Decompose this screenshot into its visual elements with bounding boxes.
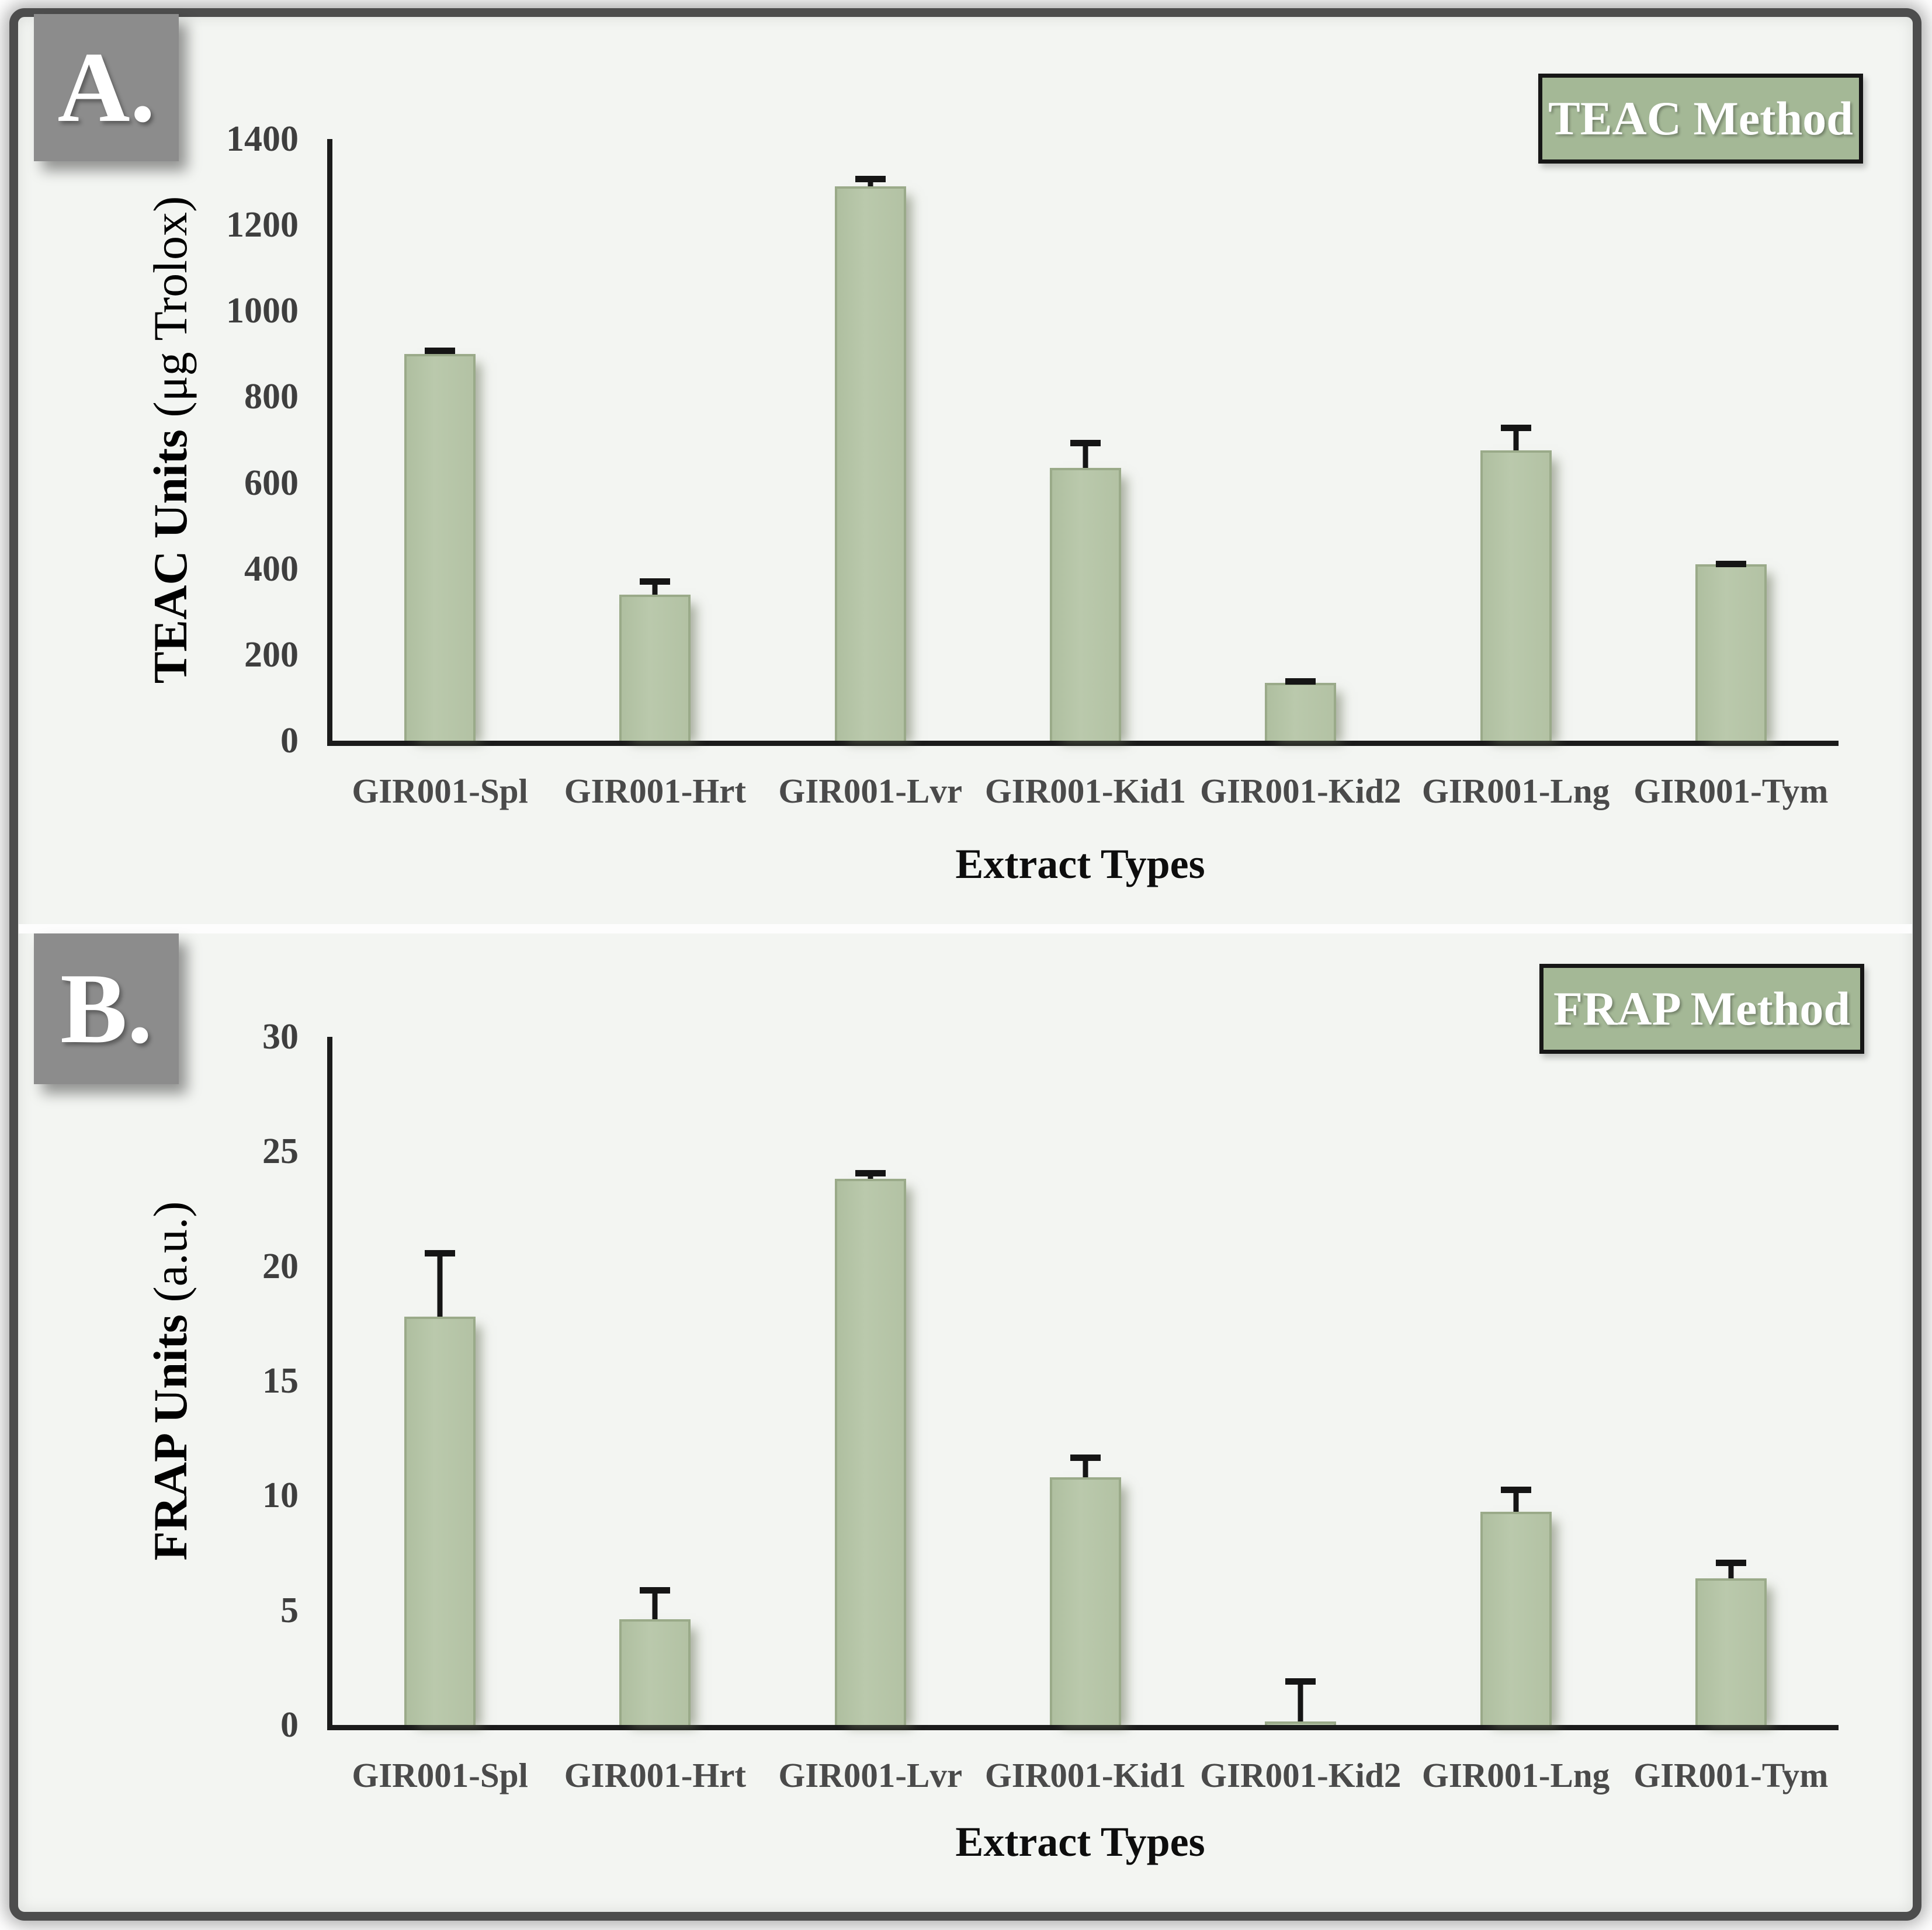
y-axis-tick-label: 30	[262, 1017, 299, 1057]
error-bar	[640, 1587, 671, 1619]
teac-method-badge-text: TEAC Method	[1548, 92, 1853, 145]
bar-GIR001-Spl	[404, 353, 476, 741]
error-bar	[1070, 440, 1101, 468]
error-bar	[1070, 1454, 1101, 1477]
bar-GIR001-Kid1	[1049, 467, 1121, 741]
bar-GIR001-Hrt	[619, 594, 691, 741]
panel-a-y-axis-title: TEAC Units (μg Trolox)	[143, 196, 198, 684]
bar-slot: GIR001-Lvr	[763, 1037, 978, 1794]
x-axis-category-label: GIR001-Tym	[1633, 772, 1829, 810]
error-bar	[1715, 561, 1746, 568]
bar-slot: GIR001-Lng	[1408, 139, 1623, 810]
error-bar	[1500, 1486, 1531, 1512]
panel-a-y-axis-title-unit: (μg Trolox)	[144, 196, 197, 418]
y-axis-tick-label: 600	[244, 463, 299, 503]
error-bar	[1285, 1678, 1316, 1722]
panel-divider	[19, 924, 1912, 933]
error-bar	[1285, 678, 1316, 685]
bar-GIR001-Tym	[1695, 564, 1767, 741]
error-bar	[855, 175, 886, 186]
teac-bar-chart: 0 200 400 600 800 1000 1200 1400 GIR001-Spl GIR00…	[226, 121, 1839, 810]
y-axis-tick-label: 1000	[226, 291, 299, 331]
bar-slot: GIR001-Lng	[1408, 1037, 1623, 1794]
bar-GIR001-Hrt	[619, 1619, 691, 1725]
bar-slot: GIR001-Lvr	[763, 139, 978, 810]
panel-b-y-axis-title-unit: (a.u.)	[144, 1201, 197, 1303]
x-axis-category-label: GIR001-Kid1	[984, 1756, 1187, 1794]
x-axis-category-label: GIR001-Lng	[1421, 1756, 1610, 1794]
panel-b-y-axis-title: FRAP Units (a.u.)	[143, 1202, 198, 1561]
error-bar	[425, 1250, 456, 1317]
frap-bar-chart: 0 5 10 15 20 25 30 GIR001-Spl GIR001-Hrt GIR001-L…	[262, 1019, 1839, 1794]
y-axis-tick-label: 800	[244, 377, 299, 417]
bar-slot: GIR001-Hrt	[547, 1037, 762, 1794]
y-axis-tick-label: 20	[262, 1246, 299, 1286]
bar-GIR001-Spl	[404, 1317, 476, 1725]
bar-slot: GIR001-Kid2	[1193, 139, 1408, 810]
panel-a-y-axis-title-main: TEAC Units	[144, 429, 197, 684]
y-axis-tick-label: 0	[280, 721, 299, 761]
x-axis-category-label: GIR001-Kid2	[1200, 772, 1402, 810]
bar-GIR001-Lvr	[834, 186, 906, 741]
panel-a-x-axis-title: Extract Types	[955, 841, 1205, 887]
y-axis-tick-label: 10	[262, 1476, 299, 1516]
panel-b-letter: B.	[60, 953, 152, 1064]
bar-GIR001-Kid1	[1049, 1477, 1121, 1725]
bar-GIR001-Lvr	[834, 1179, 906, 1725]
x-axis-category-label: GIR001-Kid1	[984, 772, 1187, 810]
panel-b-x-axis-title: Extract Types	[955, 1818, 1205, 1865]
y-axis-tick-label: 1200	[226, 205, 299, 245]
bar-GIR001-Kid2	[1265, 1721, 1337, 1725]
bar-GIR001-Tym	[1695, 1578, 1767, 1725]
x-axis-category-label: GIR001-Tym	[1633, 1756, 1829, 1794]
frap-method-badge-text: FRAP Method	[1553, 982, 1850, 1035]
x-axis-category-label: GIR001-Spl	[352, 1756, 528, 1794]
x-axis-category-label: GIR001-Lng	[1421, 772, 1610, 810]
error-bar	[1715, 1560, 1746, 1578]
error-bar	[855, 1169, 886, 1179]
panel-a-label: A.	[34, 14, 179, 161]
teac-method-badge: TEAC Method	[1538, 74, 1863, 164]
bar-slot: GIR001-Tym	[1624, 1037, 1839, 1794]
bar-GIR001-Lng	[1480, 1511, 1552, 1725]
y-axis-tick-label: 1400	[226, 119, 299, 159]
panel-b-label: B.	[34, 933, 179, 1084]
y-axis-tick-label: 5	[280, 1590, 299, 1630]
x-axis-category-label: GIR001-Kid2	[1200, 1756, 1402, 1794]
error-bar	[1500, 425, 1531, 450]
y-axis-tick-label: 25	[262, 1131, 299, 1172]
panel-a-letter: A.	[57, 32, 155, 143]
y-axis-tick-label: 200	[244, 634, 299, 675]
x-axis-category-label: GIR001-Hrt	[564, 772, 747, 810]
y-axis-tick-label: 400	[244, 549, 299, 589]
x-axis-category-label: GIR001-Spl	[352, 772, 528, 810]
x-axis-category-label: GIR001-Lvr	[778, 772, 963, 810]
x-axis-category-label: GIR001-Lvr	[778, 1756, 963, 1794]
y-axis-tick-label: 0	[280, 1705, 299, 1745]
bar-GIR001-Kid2	[1265, 682, 1337, 741]
bar-slot: GIR001-Hrt	[547, 139, 762, 810]
bar-slot: GIR001-Spl	[332, 1037, 547, 1794]
bar-slot: GIR001-Kid2	[1193, 1037, 1408, 1794]
error-bar	[640, 578, 671, 595]
bar-slot: GIR001-Spl	[332, 139, 547, 810]
panel-b-y-axis-title-main: FRAP Units	[144, 1314, 197, 1561]
error-bar	[425, 347, 456, 354]
frap-method-badge: FRAP Method	[1539, 964, 1864, 1054]
y-axis-tick-label: 15	[262, 1361, 299, 1401]
x-axis-category-label: GIR001-Hrt	[564, 1756, 747, 1794]
bar-slot: GIR001-Kid1	[978, 1037, 1193, 1794]
bar-slot: GIR001-Tym	[1624, 139, 1839, 810]
bar-slot: GIR001-Kid1	[978, 139, 1193, 810]
bar-GIR001-Lng	[1480, 450, 1552, 741]
